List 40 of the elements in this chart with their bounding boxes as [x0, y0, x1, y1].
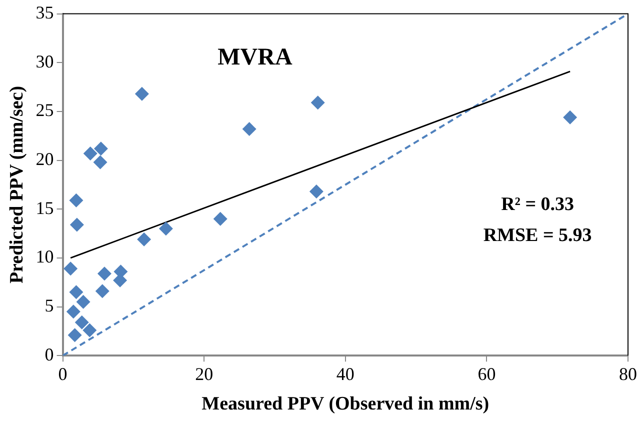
- x-tick-label: 20: [195, 364, 214, 384]
- y-axis-title: Predicted PPV (mm/sec): [6, 86, 28, 284]
- point: [137, 232, 152, 246]
- x-tick-label: 60: [478, 364, 496, 384]
- annotation: R² = 0.33: [501, 194, 574, 216]
- y-tick-label: 10: [36, 246, 54, 267]
- y-tick-label: 25: [36, 100, 54, 120]
- annotation: RMSE = 5.93: [483, 224, 592, 246]
- point: [70, 218, 84, 232]
- y-tick-label: 0: [44, 344, 54, 364]
- point: [213, 212, 228, 226]
- y-tick-label: 30: [36, 51, 54, 72]
- x-tick-label: 80: [619, 364, 637, 384]
- y-tick-label: 35: [36, 2, 54, 23]
- point: [82, 323, 97, 338]
- point: [242, 122, 256, 136]
- x-tick-label: 0: [58, 364, 68, 384]
- y-tick-label: 20: [36, 149, 54, 170]
- y-tick-label: 15: [36, 198, 54, 218]
- point: [310, 96, 325, 110]
- x-axis-title: Measured PPV (Observed in mm/s): [202, 394, 490, 415]
- point: [83, 146, 98, 160]
- point: [69, 285, 84, 300]
- point: [97, 266, 112, 281]
- annotation: MVRA: [218, 44, 293, 70]
- point: [95, 284, 110, 298]
- point: [76, 294, 90, 309]
- point: [64, 262, 78, 276]
- point: [158, 222, 173, 236]
- x-tick-label: 40: [336, 364, 354, 384]
- point: [66, 304, 80, 319]
- point: [309, 184, 324, 199]
- y-tick-label: 5: [44, 296, 54, 316]
- point: [563, 110, 578, 124]
- point: [94, 142, 108, 156]
- point: [69, 193, 84, 208]
- point: [74, 315, 89, 330]
- point: [93, 155, 108, 170]
- point: [134, 86, 149, 101]
- point: [68, 328, 82, 342]
